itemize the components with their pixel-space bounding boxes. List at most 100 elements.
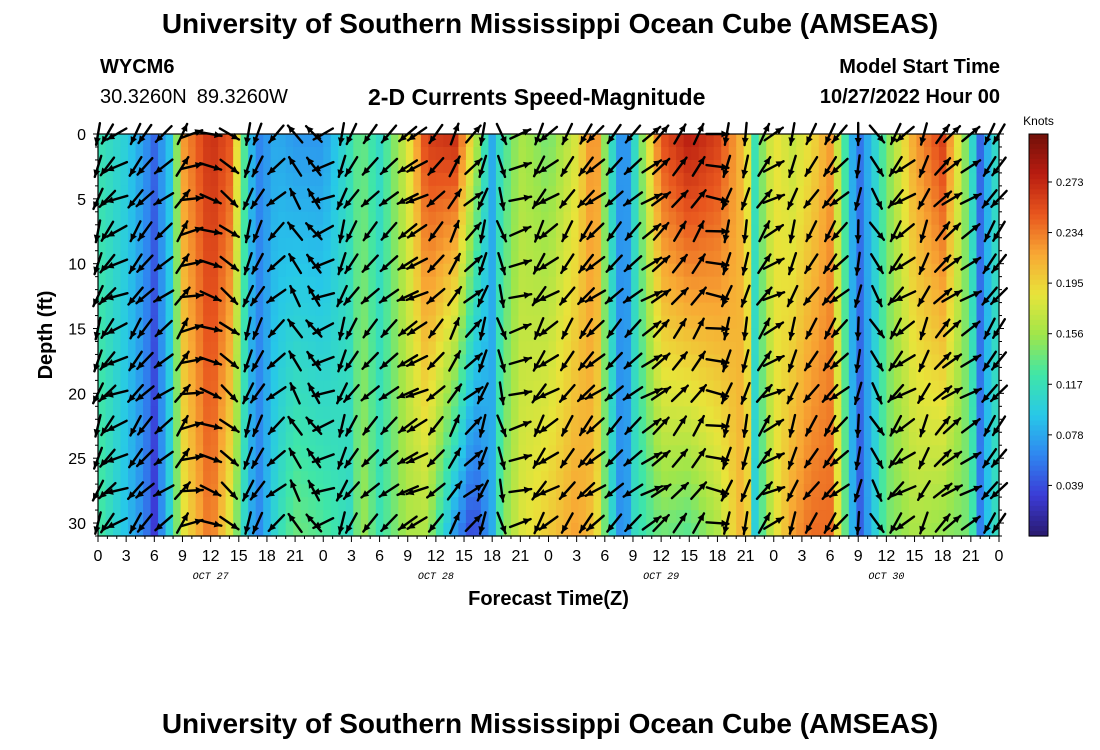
vector-arrow bbox=[982, 155, 997, 177]
vector-arrow bbox=[305, 319, 323, 338]
heatmap-cell bbox=[548, 198, 557, 213]
heatmap-cell bbox=[413, 237, 422, 252]
heatmap-cell bbox=[796, 445, 805, 459]
vector-arrow bbox=[307, 479, 321, 502]
heatmap-cell bbox=[833, 497, 842, 511]
vector-arrow bbox=[98, 384, 117, 403]
heatmap-cell bbox=[946, 497, 955, 511]
heatmap-cell bbox=[863, 328, 872, 343]
heatmap-cell bbox=[916, 185, 925, 200]
heatmap-cell bbox=[586, 523, 595, 537]
vector-arrow bbox=[960, 256, 982, 271]
heatmap-cell bbox=[375, 341, 384, 356]
heatmap-cell bbox=[195, 211, 204, 226]
heatmap-cell bbox=[668, 419, 677, 433]
vector-arrow bbox=[942, 158, 962, 175]
heatmap-cell bbox=[878, 458, 887, 472]
heatmap-cell bbox=[233, 523, 242, 537]
heatmap-cell bbox=[968, 393, 978, 407]
heatmap-cell bbox=[488, 406, 497, 420]
heatmap-cell bbox=[766, 328, 775, 343]
heatmap-cell bbox=[435, 289, 444, 304]
heatmap-cell bbox=[878, 250, 887, 265]
heatmap-cell bbox=[683, 302, 692, 317]
heatmap-cell bbox=[308, 419, 317, 433]
heatmap-cell bbox=[323, 198, 332, 213]
heatmap-cell bbox=[98, 354, 107, 369]
heatmap-cell bbox=[293, 484, 302, 498]
heatmap-cell bbox=[225, 328, 234, 343]
heatmap-cell bbox=[743, 146, 752, 161]
heatmap-cell bbox=[195, 172, 204, 187]
heatmap-cell bbox=[691, 146, 700, 161]
heatmap-cell bbox=[676, 328, 685, 343]
heatmap-cell bbox=[323, 380, 332, 394]
heatmap-cell bbox=[991, 445, 1000, 459]
heatmap-cell bbox=[706, 263, 715, 278]
vector-arrow bbox=[934, 156, 952, 176]
vector-arrow bbox=[960, 354, 982, 368]
heatmap-cell bbox=[525, 146, 535, 161]
heatmap-cell bbox=[435, 367, 444, 381]
heatmap-cell bbox=[458, 497, 467, 511]
vector-arrow bbox=[692, 414, 705, 437]
vector-arrow bbox=[650, 483, 672, 498]
vector-arrow bbox=[560, 512, 574, 534]
vector-arrow bbox=[265, 483, 287, 498]
heatmap-cell bbox=[308, 367, 317, 381]
heatmap-cell bbox=[540, 159, 550, 174]
heatmap-cell bbox=[796, 134, 805, 148]
heatmap-cell bbox=[676, 146, 685, 161]
heatmap-cell bbox=[698, 367, 707, 381]
heatmap-cell bbox=[713, 380, 722, 394]
heatmap-cell bbox=[368, 406, 377, 420]
heatmap-cell bbox=[503, 211, 512, 226]
heatmap-cell bbox=[931, 406, 940, 420]
vector-arrow bbox=[98, 287, 117, 306]
heatmap-cell bbox=[180, 159, 189, 174]
heatmap-cell bbox=[991, 302, 1000, 317]
heatmap-cell bbox=[390, 263, 399, 278]
vector-arrow bbox=[888, 350, 904, 372]
heatmap-cell bbox=[285, 328, 294, 343]
heatmap-cell bbox=[548, 224, 557, 239]
heatmap-cell bbox=[413, 341, 422, 356]
heatmap-cell bbox=[465, 146, 475, 161]
heatmap-cell bbox=[946, 250, 955, 265]
vector-arrow bbox=[622, 386, 644, 401]
heatmap-cell bbox=[203, 276, 212, 291]
heatmap-cell bbox=[375, 172, 384, 187]
heatmap-cell bbox=[323, 276, 332, 291]
vector-arrow bbox=[287, 415, 303, 436]
heatmap-cell bbox=[210, 380, 219, 394]
vector-arrow bbox=[919, 511, 929, 535]
heatmap-cell bbox=[293, 445, 302, 459]
heatmap-cell bbox=[270, 198, 279, 213]
heatmap-cell bbox=[113, 497, 122, 511]
heatmap-cell bbox=[788, 250, 797, 265]
heatmap-cell bbox=[886, 237, 895, 252]
heatmap-cell bbox=[773, 341, 782, 356]
heatmap-cell bbox=[105, 471, 114, 485]
heatmap-cell bbox=[556, 237, 565, 252]
heatmap-cell bbox=[368, 471, 377, 485]
heatmap-cell bbox=[218, 497, 227, 511]
heatmap-cell bbox=[210, 211, 219, 226]
heatmap-cell bbox=[848, 237, 857, 252]
heatmap-cell bbox=[653, 523, 662, 537]
heatmap-cell bbox=[165, 250, 174, 265]
heatmap-cell bbox=[773, 419, 782, 433]
heatmap-cell bbox=[608, 250, 617, 265]
vector-arrow bbox=[650, 386, 672, 401]
heatmap-cell bbox=[691, 341, 700, 356]
heatmap-cell bbox=[398, 510, 407, 524]
heatmap-cell bbox=[938, 250, 948, 265]
heatmap-cell bbox=[323, 458, 332, 472]
heatmap-cell bbox=[796, 172, 805, 187]
heatmap-cell bbox=[578, 276, 587, 291]
heatmap-cell bbox=[375, 432, 384, 446]
heatmap-cell bbox=[338, 510, 347, 524]
heatmap-cell bbox=[931, 250, 940, 265]
vector-arrow bbox=[136, 415, 153, 436]
